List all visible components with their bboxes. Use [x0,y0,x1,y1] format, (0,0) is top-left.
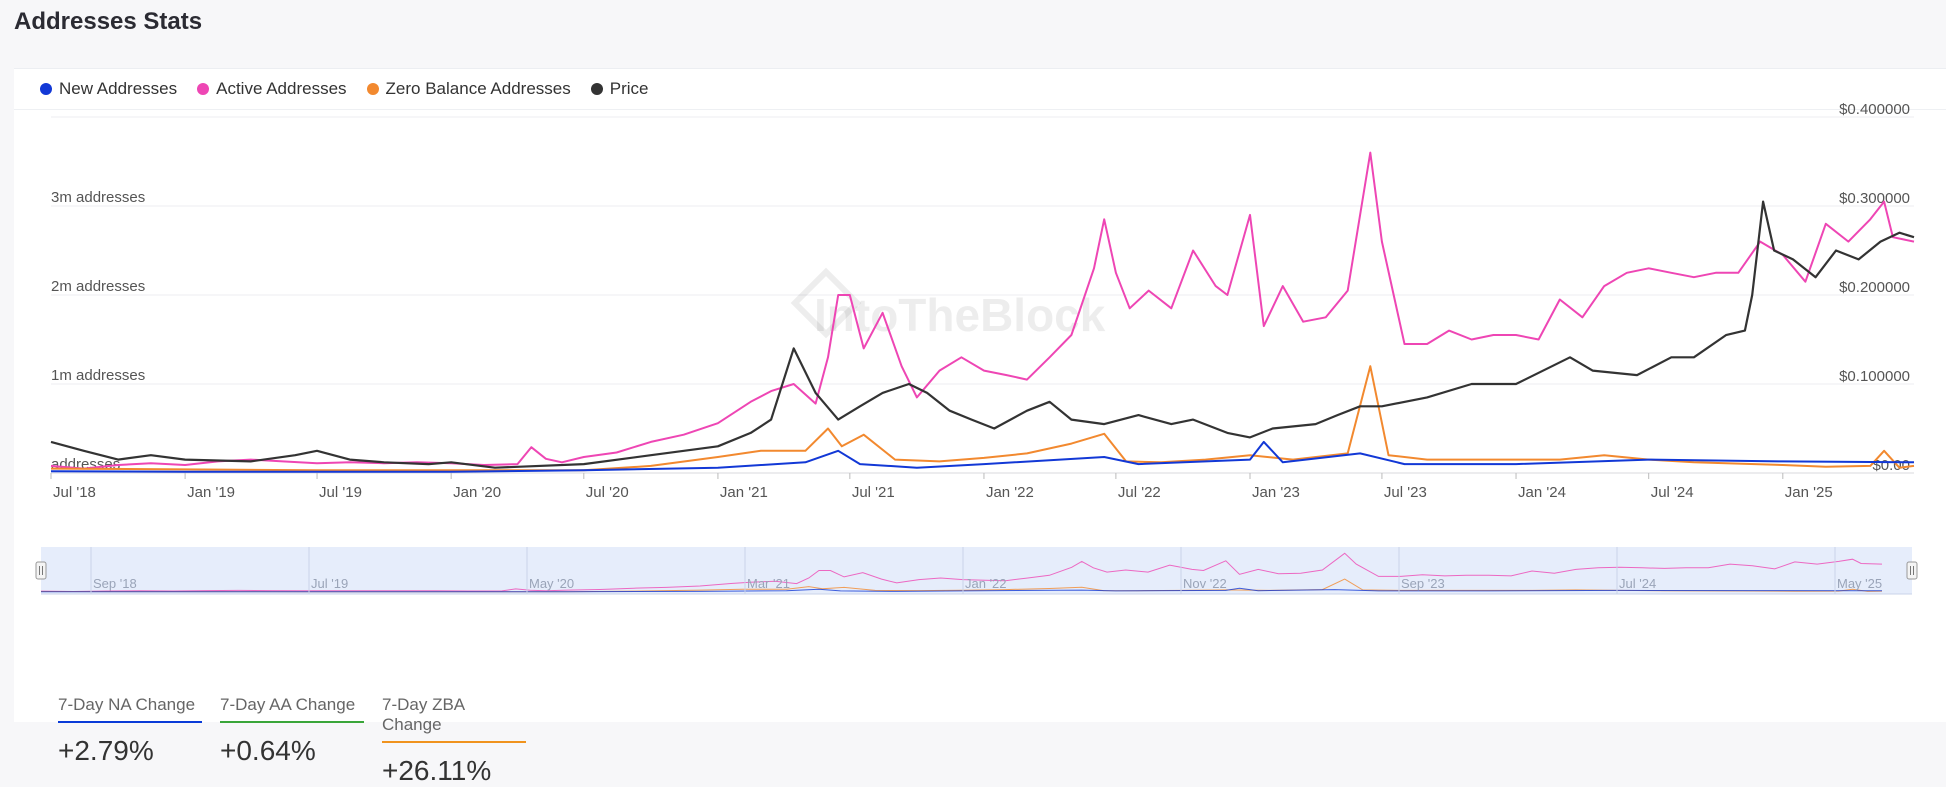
stat-label: 7-Day AA Change [220,695,364,723]
navigator-left-handle[interactable] [35,561,47,580]
legend-divider [14,109,1946,110]
x-tick-label: Jul '19 [319,484,362,501]
legend-zero-balance-addresses[interactable]: Zero Balance Addresses [366,79,571,99]
chart-card: New Addresses Active Addresses Zero Bala… [14,68,1946,786]
stat-value: +26.11% [382,755,492,786]
y-right-tick-label: $0.100000 [1839,368,1910,385]
x-tick-label: Jul '22 [1118,484,1161,501]
navigator-label: Sep '18 [93,576,137,591]
x-tick-label: Jan '25 [1785,484,1833,501]
y-left-tick-label: 1m addresses [51,367,145,384]
navigator-label: Jan '22 [965,576,1007,591]
series-line-price [50,200,1915,469]
stat-value: +0.64% [220,735,316,766]
series-line-active-addresses [50,151,1915,470]
x-tick-label: Jan '24 [1518,484,1566,501]
page-title: Addresses Stats [14,8,203,35]
stat-zba[interactable]: 7-Day ZBA Change +26.11% [382,695,526,787]
watermark: IntoTheBlock [814,289,1106,341]
x-tick-label: Jul '23 [1384,484,1427,501]
navigator-label: Sep '23 [1401,576,1445,591]
navigator-label: Mar '21 [747,576,790,591]
x-tick-label: Jan '19 [187,484,235,501]
x-tick-label: Jul '21 [852,484,895,501]
series-line-new-addresses [50,440,1915,473]
legend-label: Active Addresses [216,79,347,98]
legend-dot-price [590,83,603,95]
navigator-label: Jul '24 [1619,576,1656,591]
x-tick-label: Jan '21 [720,484,768,501]
x-tick-label: Jan '23 [1252,484,1300,501]
legend-dot-new [40,83,52,95]
x-tick-label: Jul '24 [1651,484,1694,501]
navigator-right-handle[interactable] [1906,561,1918,580]
x-tick-label: Jul '20 [586,484,629,501]
navigator-window[interactable] [41,547,1912,594]
stat-label: 7-Day NA Change [58,695,202,723]
legend-label: New Addresses [59,79,178,98]
navigator-series-line [41,587,1883,593]
stat-na[interactable]: 7-Day NA Change +2.79% [58,695,202,787]
legend-new-addresses[interactable]: New Addresses [40,79,177,99]
chart-svg: $0.00$0.100000$0.200000$0.300000$0.40000… [35,101,1918,595]
legend-active-addresses[interactable]: Active Addresses [197,79,347,99]
navigator-label: Jul '19 [311,576,348,591]
y-left-tick-label: 2m addresses [51,278,145,295]
y-right-tick-label: $0.300000 [1839,190,1910,207]
legend-label: Price [609,79,649,98]
legend-label: Zero Balance Addresses [385,79,571,98]
y-right-tick-label: $0.400000 [1839,101,1910,118]
legend-dot-zero [366,83,379,95]
y-left-tick-label: 3m addresses [51,189,145,206]
navigator-series-line [40,552,1883,593]
x-tick-label: Jan '20 [453,484,501,501]
stat-value: +2.79% [58,735,154,766]
navigator-label: Nov '22 [1183,576,1227,591]
y-right-tick-label: $0.200000 [1839,279,1910,296]
legend-price[interactable]: Price [590,79,649,99]
x-tick-label: Jul '18 [53,484,96,501]
navigator-label: May '20 [529,576,574,591]
stats-row: 7-Day NA Change +2.79% 7-Day AA Change +… [58,695,526,787]
watermark-logo-icon [790,267,862,339]
navigator-label: May '25 [1837,576,1882,591]
chart-legend: New Addresses Active Addresses Zero Bala… [40,69,648,109]
stat-label: 7-Day ZBA Change [382,695,526,743]
legend-dot-active [197,83,210,95]
series-line-zero-balance-addresses [50,365,1915,472]
x-tick-label: Jan '22 [986,484,1034,501]
stat-aa[interactable]: 7-Day AA Change +0.64% [220,695,364,787]
